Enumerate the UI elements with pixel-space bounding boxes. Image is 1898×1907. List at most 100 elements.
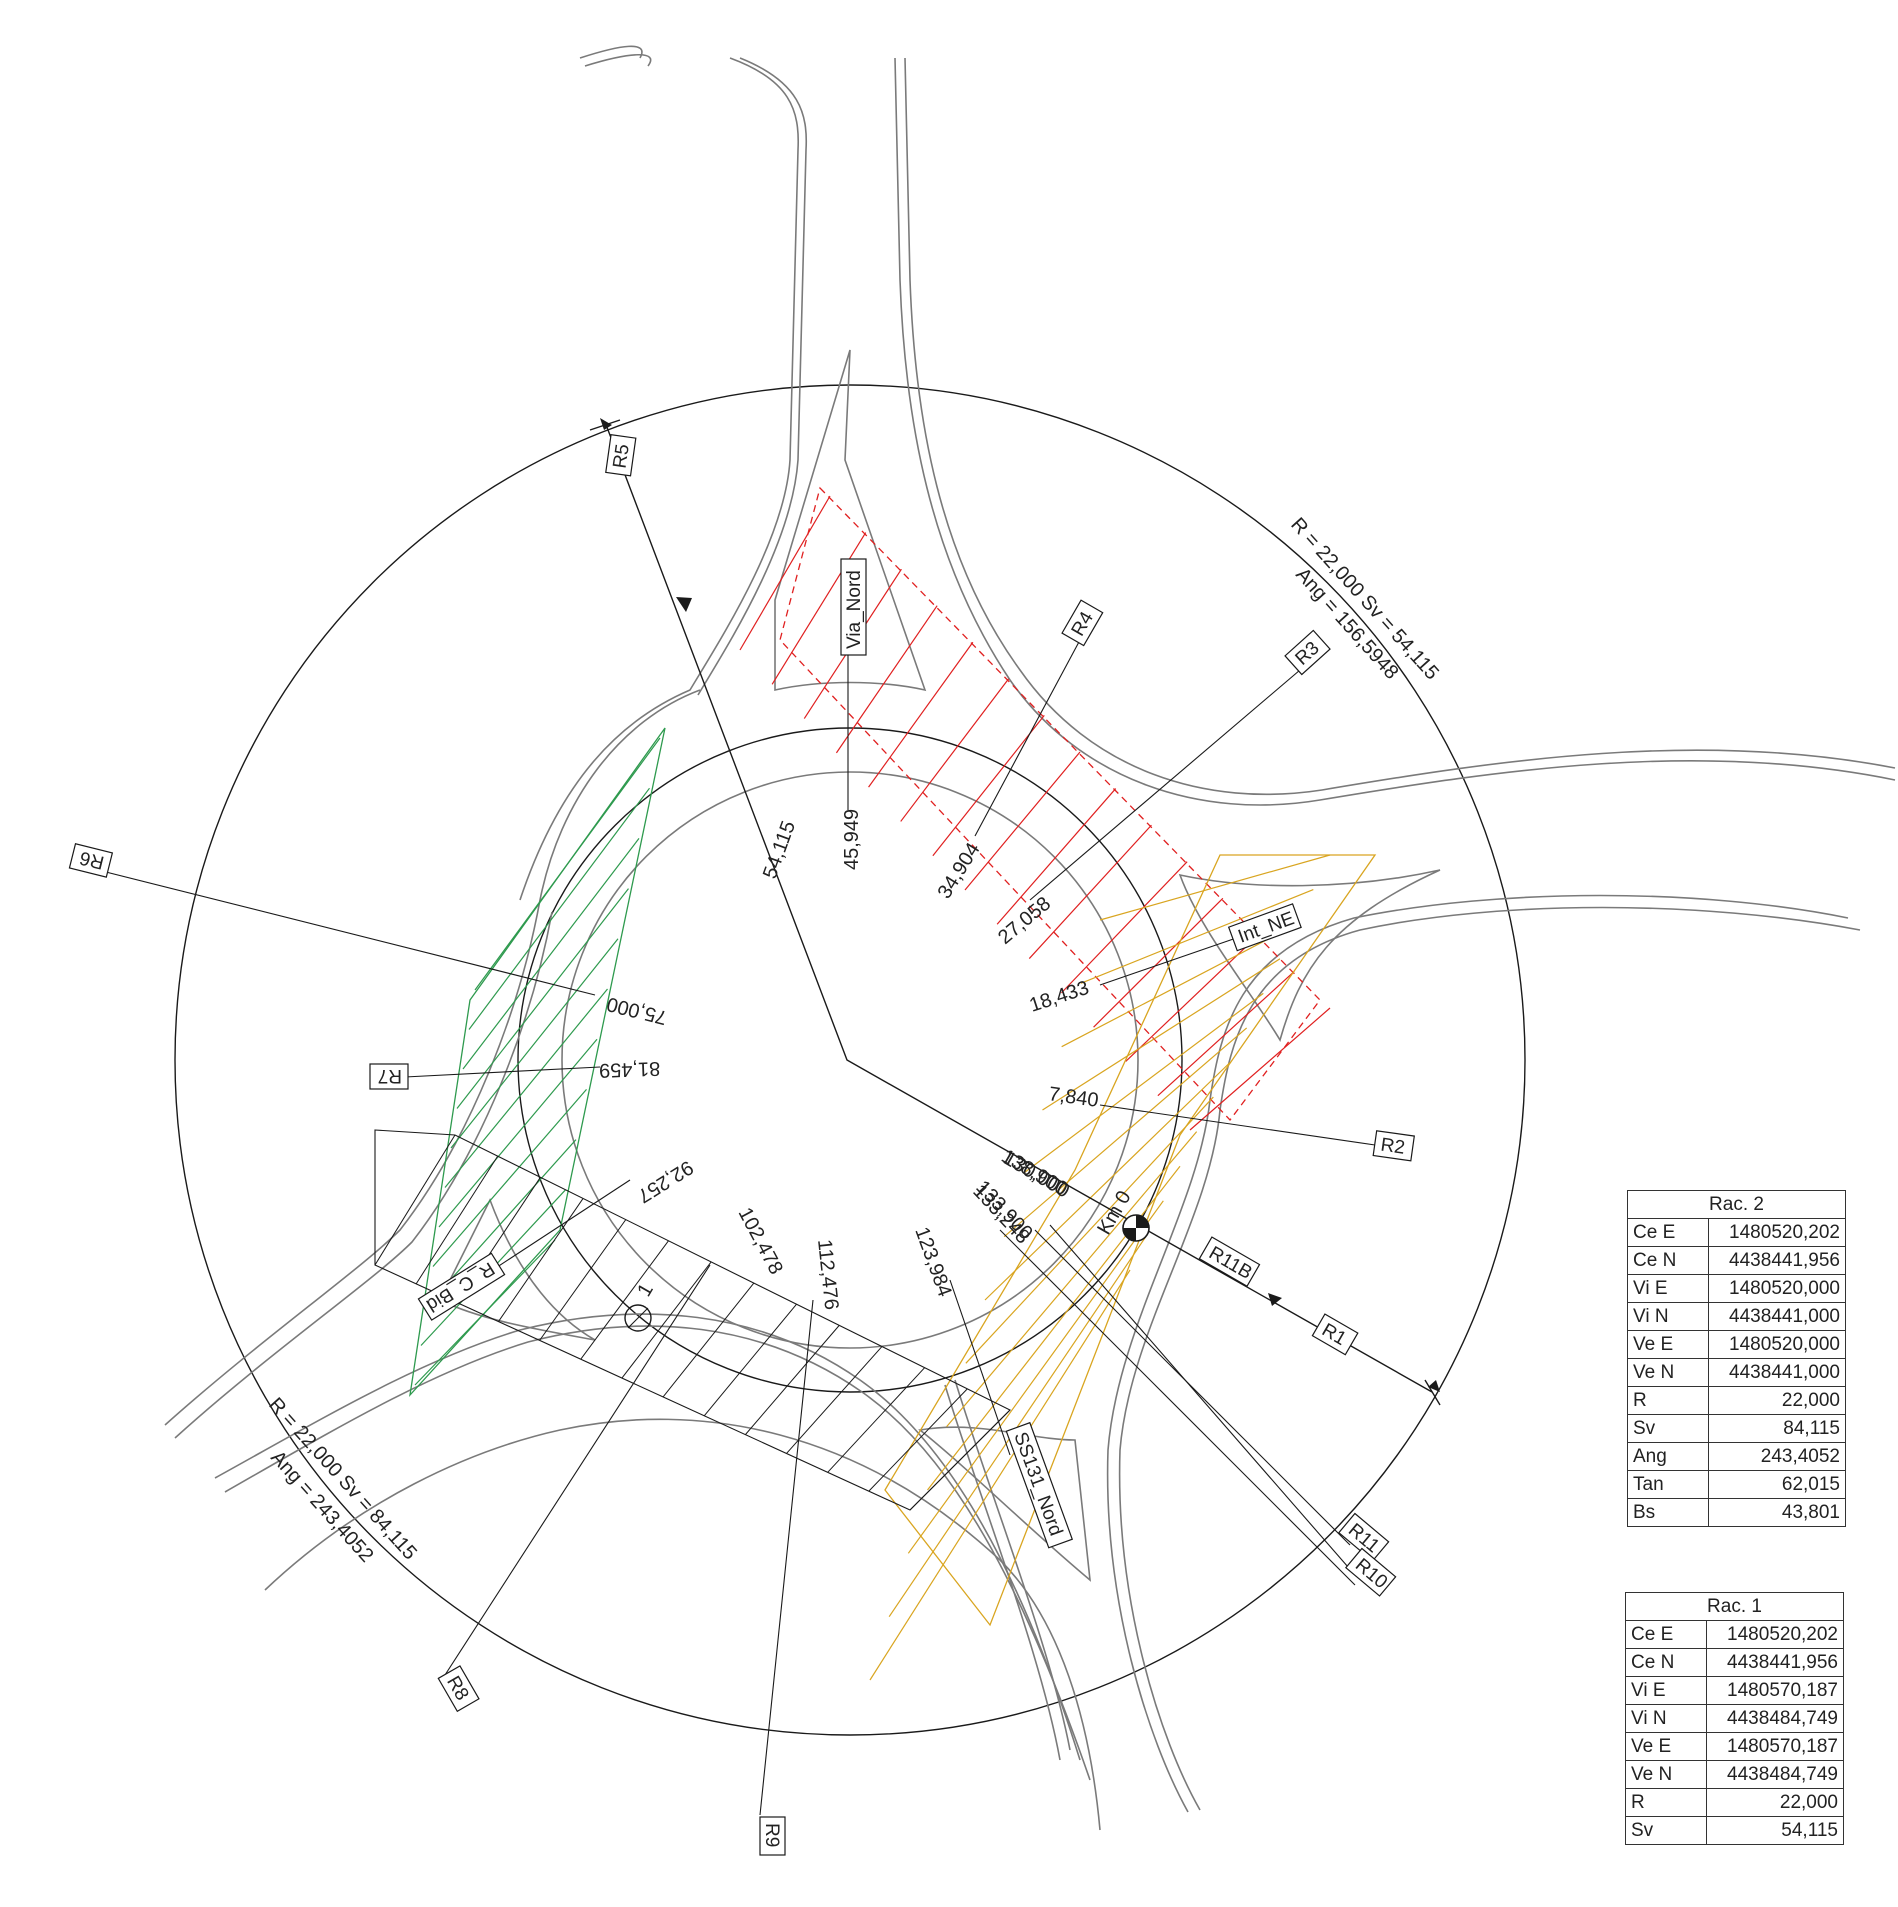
row-key: Ang: [1627, 1442, 1709, 1471]
hatch-line: [662, 1282, 755, 1398]
svg-text:R9: R9: [761, 1823, 782, 1847]
station-via-nord: 45,949: [841, 809, 863, 870]
table-row: Ce E 1480520,202: [1625, 1620, 1844, 1649]
hatch-line: [739, 495, 831, 651]
row-value: 4438441,000: [1708, 1358, 1846, 1387]
hatch-line: [444, 988, 608, 1188]
main-axis: [589, 418, 1441, 1406]
tag-r11b: R11B: [1198, 1236, 1261, 1288]
row-value: 84,115: [1708, 1414, 1846, 1443]
hatch-line: [1028, 824, 1152, 959]
tag-r1: R1: [1311, 1313, 1359, 1356]
hatch-line: [1189, 1007, 1331, 1131]
tag-r6: R6: [68, 842, 114, 878]
hatch-line: [498, 1198, 584, 1322]
row-value: 1480570,187: [1706, 1676, 1844, 1705]
hatch-line: [432, 1089, 587, 1267]
row-value: 1480570,187: [1706, 1732, 1844, 1761]
hatch-line: [1003, 1027, 1248, 1238]
hatch-line: [438, 1038, 598, 1228]
hatch-line: [927, 1165, 1181, 1491]
hatch-line: [456, 888, 629, 1109]
hatch-line: [771, 532, 867, 685]
hatch-line: [1093, 897, 1224, 1028]
hatch-line: [374, 1134, 456, 1266]
hatch-line: [1060, 861, 1188, 994]
hatch-line: [745, 1325, 840, 1435]
tag-r-c-bid: R_C_Bid: [417, 1252, 506, 1321]
table-title: Rac. 2: [1627, 1190, 1846, 1219]
hatch-line: [964, 751, 1081, 891]
table-row: Tan 62,015: [1627, 1470, 1846, 1499]
hatch-line: [415, 1155, 499, 1285]
row-key: Ce N: [1627, 1246, 1709, 1275]
station-r9: 112,476: [813, 1238, 842, 1311]
inner-lane-circle: [561, 771, 1139, 1349]
black-hatch-band: [374, 1129, 1011, 1511]
tag-r9: R9: [759, 1816, 786, 1856]
station-r7: 81,459: [599, 1057, 661, 1081]
row-key: Vi E: [1625, 1676, 1707, 1705]
table-row: Sv 84,115: [1627, 1414, 1846, 1443]
station-int-ne: 18,433: [1027, 977, 1092, 1017]
row-key: Ce N: [1625, 1648, 1707, 1677]
station-overlap-b: 130,000: [1000, 1147, 1074, 1202]
svg-text:R7: R7: [378, 1065, 402, 1086]
station-ss131: 123,984: [910, 1224, 955, 1299]
point-one-label: 1: [633, 1280, 658, 1301]
row-key: Ve E: [1625, 1732, 1707, 1761]
hatch-line: [539, 1219, 627, 1341]
hatch-line: [984, 1062, 1231, 1301]
row-value: 4438484,749: [1706, 1760, 1844, 1789]
row-key: R: [1627, 1386, 1709, 1415]
tag-r10: R10: [1344, 1547, 1397, 1597]
table-row: Ve E 1480570,187: [1625, 1732, 1844, 1761]
hatch-line: [1080, 889, 1314, 984]
row-key: Sv: [1625, 1816, 1707, 1845]
hatch-line: [868, 1388, 968, 1492]
station-r-c-bid: 92,257: [633, 1156, 697, 1207]
hatch-line: [580, 1240, 669, 1360]
hatch-line: [786, 1346, 883, 1454]
hatch-line: [868, 641, 974, 788]
tag-r7: R7: [369, 1063, 409, 1090]
hatch-line: [450, 938, 619, 1149]
row-key: Vi E: [1627, 1274, 1709, 1303]
svg-text:R5: R5: [610, 443, 634, 470]
table-row: Vi N 4438441,000: [1627, 1302, 1846, 1331]
row-key: Sv: [1627, 1414, 1709, 1443]
table-row: Ce E 1480520,202: [1627, 1218, 1846, 1247]
table-row: Ve N 4438484,749: [1625, 1760, 1844, 1789]
table-row: Ce N 4438441,956: [1625, 1648, 1844, 1677]
hatch-line: [1042, 958, 1281, 1111]
station-r4: 34,904: [934, 839, 985, 903]
hatch-line: [869, 1269, 1131, 1681]
table-rac-2: Rac. 2 Ce E 1480520,202 Ce N 4438441,956 Vi …: [1627, 1190, 1846, 1527]
row-value: 4438441,956: [1706, 1648, 1844, 1677]
hatch-line: [827, 1367, 925, 1473]
table-title: Rac. 1: [1625, 1592, 1844, 1621]
hatch-line: [462, 838, 640, 1070]
station-r6: 75,000: [605, 992, 670, 1028]
hatch-line: [474, 737, 661, 991]
hatch-line: [996, 788, 1117, 925]
row-key: Ce E: [1627, 1218, 1709, 1247]
svg-text:R2: R2: [1379, 1135, 1406, 1159]
table-row: R 22,000: [1627, 1386, 1846, 1415]
row-value: 4438441,000: [1708, 1302, 1846, 1331]
tag-via-nord: Via_Nord: [840, 558, 867, 656]
table-row: Bs 43,801: [1627, 1498, 1846, 1527]
hatch-line: [414, 1239, 556, 1386]
table-row: Vi N 4438484,749: [1625, 1704, 1844, 1733]
hatch-line: [932, 715, 1045, 857]
tag-r3: R3: [1284, 629, 1331, 676]
tag-ss131: SS131_Nord: [1005, 1421, 1074, 1549]
row-key: Vi N: [1625, 1704, 1707, 1733]
hatch-line: [888, 1235, 1148, 1618]
row-value: 22,000: [1706, 1788, 1844, 1817]
hatch-line: [907, 1200, 1164, 1554]
row-key: Ve E: [1627, 1330, 1709, 1359]
row-value: 43,801: [1708, 1498, 1846, 1527]
station-r5: 54,115: [759, 818, 800, 882]
